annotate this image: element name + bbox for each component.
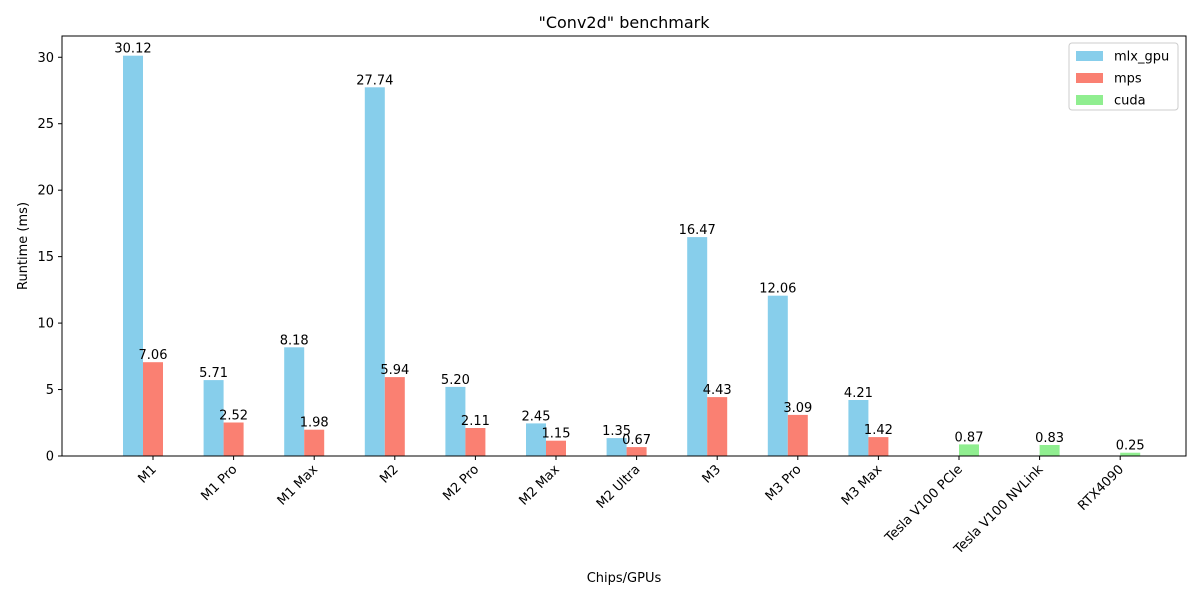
y-tick-label-5: 5 xyxy=(46,383,54,398)
bar-mlx_gpu-m2-max xyxy=(526,423,546,456)
bar-mps-m1 xyxy=(143,362,163,456)
x-tick-label-rtx4090: RTX4090 xyxy=(1075,462,1127,514)
chart-title: "Conv2d" benchmark xyxy=(538,13,710,32)
x-tick-label-m2-pro: M2 Pro xyxy=(440,462,482,504)
bars-group xyxy=(123,55,1141,457)
x-tick-label-m1: M1 xyxy=(135,462,159,486)
value-label-mlx_gpu-m2-max: 2.45 xyxy=(522,409,551,424)
bar-mps-m3 xyxy=(707,397,728,456)
x-tick-label-m1-pro: M1 Pro xyxy=(199,462,241,504)
value-label-mps-m2-ultra: 0.67 xyxy=(622,433,651,448)
x-tick-label-m3-pro: M3 Pro xyxy=(763,462,805,504)
value-label-mps-m1: 7.06 xyxy=(139,348,168,363)
value-label-mps-m2-pro: 2.11 xyxy=(461,414,490,429)
x-axis-label: Chips/GPUs xyxy=(587,571,662,586)
bar-mlx_gpu-m3-max xyxy=(848,400,869,456)
y-tick-label-15: 15 xyxy=(37,250,54,265)
value-label-mlx_gpu-m3: 16.47 xyxy=(679,223,716,238)
x-tick-label-tesla-v100-nvlink: Tesla V100 NVLink xyxy=(951,462,1047,558)
legend-swatch-cuda xyxy=(1076,95,1103,105)
y-tick-label-0: 0 xyxy=(46,450,54,465)
bar-mps-m1-pro xyxy=(223,422,244,456)
bar-mlx_gpu-m3-pro xyxy=(767,295,788,456)
y-tick-label-25: 25 xyxy=(37,117,54,132)
value-label-mps-m2-max: 1.15 xyxy=(542,427,571,442)
value-label-cuda-tesla-v100-nvlink: 0.83 xyxy=(1035,431,1064,446)
value-label-mlx_gpu-m2-ultra: 1.35 xyxy=(602,424,631,439)
value-label-mps-m3-max: 1.42 xyxy=(864,423,893,438)
y-tick-label-30: 30 xyxy=(37,51,54,66)
legend-label-mps: mps xyxy=(1114,72,1142,87)
legend-swatch-mps xyxy=(1076,73,1103,83)
value-label-mlx_gpu-m1-max: 8.18 xyxy=(280,333,309,348)
bar-mlx_gpu-m1 xyxy=(123,55,143,456)
value-label-cuda-tesla-v100-pcie: 0.87 xyxy=(955,430,984,445)
value-label-mlx_gpu-m3-pro: 12.06 xyxy=(759,282,796,297)
bar-mlx_gpu-m2-pro xyxy=(445,386,466,456)
value-labels-group: 30.12 7.06 5.71 2.52 8.18 1.98 27.74 5.94 5.20 2.… xyxy=(114,42,1144,454)
value-label-mlx_gpu-m2-pro: 5.20 xyxy=(441,373,470,388)
bar-mps-m1-max xyxy=(304,429,325,456)
bar-cuda-tesla-v100-nvlink xyxy=(1039,445,1060,456)
legend-label-cuda: cuda xyxy=(1114,94,1146,109)
value-label-cuda-rtx4090: 0.25 xyxy=(1116,439,1145,454)
x-tick-label-m3-max: M3 Max xyxy=(839,462,886,509)
y-axis-label: Runtime (ms) xyxy=(16,202,31,290)
bar-mps-m2-max xyxy=(546,440,566,456)
value-label-mlx_gpu-m1: 30.12 xyxy=(114,42,151,57)
value-label-mps-m3-pro: 3.09 xyxy=(783,401,812,416)
bar-mlx_gpu-m2-ultra xyxy=(606,438,627,456)
value-label-mlx_gpu-m2: 27.74 xyxy=(356,73,393,88)
value-label-mps-m2: 5.94 xyxy=(380,363,409,378)
x-tick-label-m2-ultra: M2 Ultra xyxy=(594,462,644,512)
x-tick-label-m2-max: M2 Max xyxy=(517,462,564,509)
bar-mps-m3-max xyxy=(868,437,889,456)
value-label-mps-m1-pro: 2.52 xyxy=(219,409,248,424)
legend-swatch-mlx_gpu xyxy=(1076,51,1103,61)
x-tick-label-tesla-v100-pcie: Tesla V100 PCIe xyxy=(882,462,966,546)
y-tick-label-20: 20 xyxy=(37,184,54,199)
bar-mlx_gpu-m1-max xyxy=(284,347,305,456)
value-label-mps-m3: 4.43 xyxy=(703,383,732,398)
bar-mps-m2 xyxy=(384,377,405,456)
value-label-mps-m1-max: 1.98 xyxy=(300,416,329,431)
x-tick-label-m3: M3 xyxy=(700,462,724,486)
bar-mlx_gpu-m1-pro xyxy=(203,380,224,456)
bar-mps-m3-pro xyxy=(787,414,808,456)
y-axis: 0 5 10 15 20 25 30 xyxy=(37,51,62,465)
x-tick-label-m1-max: M1 Max xyxy=(275,462,322,509)
value-label-mlx_gpu-m3-max: 4.21 xyxy=(844,386,873,401)
bar-mps-m2-ultra xyxy=(626,447,647,456)
bar-mlx_gpu-m3 xyxy=(687,237,708,456)
bar-cuda-rtx4090 xyxy=(1120,452,1141,456)
y-tick-label-10: 10 xyxy=(37,317,54,332)
legend-label-mlx_gpu: mlx_gpu xyxy=(1114,50,1169,65)
plot-frame xyxy=(61,35,1187,457)
bar-mlx_gpu-m2 xyxy=(364,87,385,457)
bar-mps-m2-pro xyxy=(465,428,486,456)
value-label-mlx_gpu-m1-pro: 5.71 xyxy=(199,366,228,381)
x-tick-label-m2: M2 xyxy=(377,462,401,486)
bar-cuda-tesla-v100-pcie xyxy=(959,444,979,456)
x-axis: M1 M1 Pro M1 Max M2 M2 Pro M2 Max M2 Ultra M3 M3… xyxy=(135,456,1127,558)
